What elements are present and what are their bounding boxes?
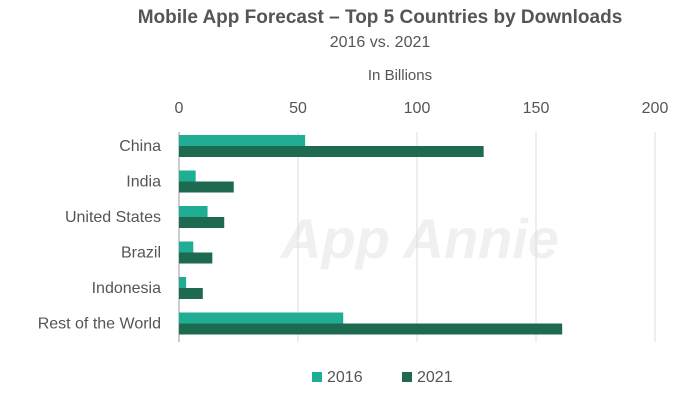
bar-2016-china [179,135,306,146]
legend-swatch-2016 [312,372,322,382]
bar-2021-brazil [179,252,213,264]
bar-2016-india [179,170,196,182]
x-tick-label: 200 [642,100,669,117]
chart-subtitle: 2016 vs. 2021 [330,34,431,51]
bar-2016-brazil [179,241,194,253]
bar-2021-indonesia [179,288,203,299]
bar-2016-indonesia [179,277,187,288]
bars [179,135,563,335]
legend-label-2021: 2021 [417,369,453,386]
x-tick-label: 150 [523,100,550,117]
category-label: Brazil [121,245,161,262]
axis-title: In Billions [368,67,432,84]
category-labels: China India United States Brazil Indonesia Re… [38,138,161,333]
category-label: China [119,138,161,155]
bar-2016-united-states [179,206,208,217]
bar-2021-china [179,146,484,157]
category-label: Rest of the World [38,316,161,333]
category-label: Indonesia [92,280,161,297]
gridlines [178,132,656,342]
x-tick-label: 100 [404,100,431,117]
category-label: United States [65,209,161,226]
bar-2021-united-states [179,217,225,228]
bar-2016-rest-of-the-world [179,312,344,324]
x-tick-label: 0 [175,100,184,117]
x-tick-label: 50 [289,100,307,117]
x-tick-labels: 0 50 100 150 200 [175,100,669,117]
category-label: India [126,174,161,191]
legend: 2016 2021 [312,369,453,386]
legend-label-2016: 2016 [327,369,363,386]
legend-swatch-2021 [402,372,412,382]
watermark: App Annie [279,207,559,270]
chart-title: Mobile App Forecast – Top 5 Countries by… [138,7,623,28]
bar-2021-rest-of-the-world [179,323,563,335]
bar-2021-india [179,181,234,193]
